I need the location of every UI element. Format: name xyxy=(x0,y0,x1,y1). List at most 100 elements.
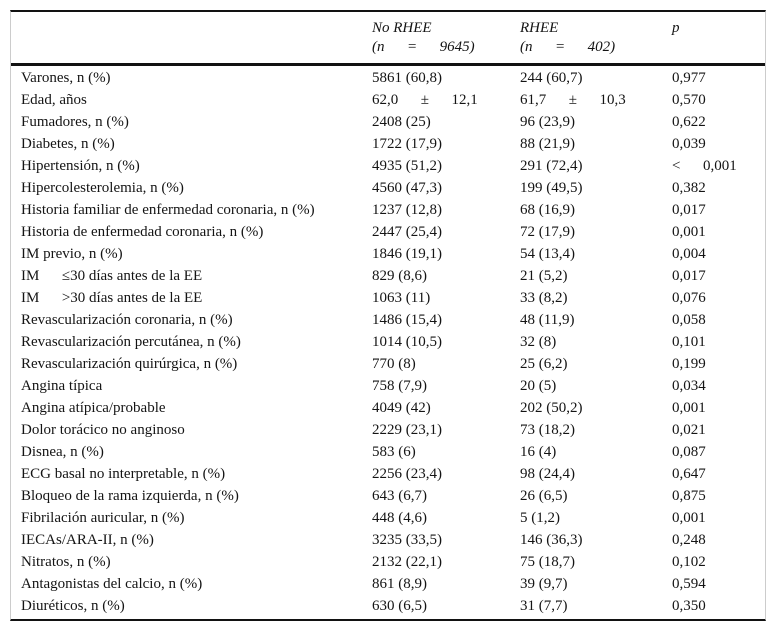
row-label: IECAs/ARA-II, n (%) xyxy=(21,532,154,548)
table-row: Revascularización quirúrgica, n (%) 770 (… xyxy=(11,353,765,375)
no-rhee-value: 4560 (47,3) xyxy=(372,180,442,196)
no-rhee-value: 861 (8,9) xyxy=(372,576,427,592)
rhee-value: 72 (17,9) xyxy=(520,224,575,240)
row-label: ECG basal no interpretable, n (%) xyxy=(21,466,226,482)
table-row: Angina típica 758 (7,9) 20 (5) 0,034 xyxy=(11,375,765,397)
table-row: Antagonistas del calcio, n (%) 861 (8,9) 3… xyxy=(11,573,765,595)
row-label: Hipertensión, n (%) xyxy=(21,158,140,174)
table-row: Edad, años 62,0 ± 12,1 61,7 ± 10,3 0,570 xyxy=(11,89,765,111)
table-row: Historia de enfermedad coronaria, n (%) 2… xyxy=(11,221,765,243)
no-rhee-value: 2132 (22,1) xyxy=(372,554,442,570)
p-value: 0,017 xyxy=(672,202,706,218)
rhee-value: 98 (24,4) xyxy=(520,466,575,482)
row-label: Bloqueo de la rama izquierda, n (%) xyxy=(21,488,239,504)
p-value: 0,021 xyxy=(672,422,706,438)
p-value: 0,039 xyxy=(672,136,706,152)
row-label: Revascularización quirúrgica, n (%) xyxy=(21,356,238,372)
p-value: 0,102 xyxy=(672,554,706,570)
p-value: 0,382 xyxy=(672,180,706,196)
table-row: IM >30 días antes de la EE 1063 (11) 33 (8… xyxy=(11,287,765,309)
table-row: Revascularización coronaria, n (%) 1486 (… xyxy=(11,309,765,331)
p-value: 0,017 xyxy=(672,268,706,284)
row-label: Hipercolesterolemia, n (%) xyxy=(21,180,184,196)
p-value: 0,350 xyxy=(672,598,706,614)
row-label: Revascularización percutánea, n (%) xyxy=(21,334,241,350)
table-row: Varones, n (%) 5861 (60,8) 244 (60,7) 0,977 xyxy=(11,67,765,89)
table-row: Hipercolesterolemia, n (%) 4560 (47,3) 199… xyxy=(11,177,765,199)
no-rhee-value: 643 (6,7) xyxy=(372,488,427,504)
rhee-value: 21 (5,2) xyxy=(520,268,568,284)
rhee-value: 75 (18,7) xyxy=(520,554,575,570)
p-value: < 0,001 xyxy=(672,158,737,174)
no-rhee-value: 829 (8,6) xyxy=(372,268,427,284)
rhee-value: 39 (9,7) xyxy=(520,576,568,592)
no-rhee-value: 2256 (23,4) xyxy=(372,466,442,482)
p-value: 0,001 xyxy=(672,224,706,240)
no-rhee-value: 1722 (17,9) xyxy=(372,136,442,152)
header-rhee: RHEE (n = 402) xyxy=(520,19,672,57)
table-header-row: No RHEE (n = 9645) RHEE (n = 402) p xyxy=(11,12,765,66)
no-rhee-value: 630 (6,5) xyxy=(372,598,427,614)
rhee-value: 96 (23,9) xyxy=(520,114,575,130)
table-row: IM previo, n (%) 1846 (19,1) 54 (13,4) 0,00… xyxy=(11,243,765,265)
rhee-value: 33 (8,2) xyxy=(520,290,568,306)
p-value: 0,248 xyxy=(672,532,706,548)
rhee-value: 20 (5) xyxy=(520,378,557,394)
rhee-value: 244 (60,7) xyxy=(520,70,583,86)
rhee-value: 32 (8) xyxy=(520,334,557,350)
header-p-label: p xyxy=(672,20,680,36)
row-label: Nitratos, n (%) xyxy=(21,554,111,570)
rhee-value: 291 (72,4) xyxy=(520,158,583,174)
p-value: 0,101 xyxy=(672,334,706,350)
baseline-characteristics-table: No RHEE (n = 9645) RHEE (n = 402) p Varo… xyxy=(10,10,766,621)
no-rhee-value: 448 (4,6) xyxy=(372,510,427,526)
row-label: IM previo, n (%) xyxy=(21,246,123,262)
p-value: 0,001 xyxy=(672,510,706,526)
row-label: Edad, años xyxy=(21,92,87,108)
no-rhee-value: 2447 (25,4) xyxy=(372,224,442,240)
no-rhee-value: 5861 (60,8) xyxy=(372,70,442,86)
table-row: Disnea, n (%) 583 (6) 16 (4) 0,087 xyxy=(11,441,765,463)
no-rhee-value: 2408 (25) xyxy=(372,114,431,130)
table-row: Historia familiar de enfermedad coronari… xyxy=(11,199,765,221)
table-row: ECG basal no interpretable, n (%) 2256 (2… xyxy=(11,463,765,485)
row-label: Historia de enfermedad coronaria, n (%) xyxy=(21,224,264,240)
header-no-rhee-title: No RHEE xyxy=(372,20,432,36)
no-rhee-value: 1014 (10,5) xyxy=(372,334,442,350)
rhee-value: 48 (11,9) xyxy=(520,312,575,328)
table-row: IECAs/ARA-II, n (%) 3235 (33,5) 146 (36,3)… xyxy=(11,529,765,551)
p-value: 0,622 xyxy=(672,114,706,130)
row-label: IM >30 días antes de la EE xyxy=(21,290,203,306)
table-body: Varones, n (%) 5861 (60,8) 244 (60,7) 0,977… xyxy=(11,66,765,619)
no-rhee-value: 4935 (51,2) xyxy=(372,158,442,174)
row-label: Revascularización coronaria, n (%) xyxy=(21,312,233,328)
no-rhee-value: 3235 (33,5) xyxy=(372,532,442,548)
header-no-rhee-n: (n = 9645) xyxy=(372,39,475,55)
row-label: Dolor torácico no anginoso xyxy=(21,422,185,438)
row-label: Diabetes, n (%) xyxy=(21,136,115,152)
header-no-rhee: No RHEE (n = 9645) xyxy=(372,19,520,57)
p-value: 0,087 xyxy=(672,444,706,460)
row-label: Angina atípica/probable xyxy=(21,400,166,416)
p-value: 0,875 xyxy=(672,488,706,504)
rhee-value: 146 (36,3) xyxy=(520,532,583,548)
row-label: Angina típica xyxy=(21,378,103,394)
rhee-value: 88 (21,9) xyxy=(520,136,575,152)
no-rhee-value: 758 (7,9) xyxy=(372,378,427,394)
p-value: 0,058 xyxy=(672,312,706,328)
row-label: Fibrilación auricular, n (%) xyxy=(21,510,185,526)
rhee-value: 202 (50,2) xyxy=(520,400,583,416)
table-row: Diuréticos, n (%) 630 (6,5) 31 (7,7) 0,350 xyxy=(11,595,765,617)
row-label: Varones, n (%) xyxy=(21,70,111,86)
rhee-value: 68 (16,9) xyxy=(520,202,575,218)
p-value: 0,076 xyxy=(672,290,706,306)
table-row: Diabetes, n (%) 1722 (17,9) 88 (21,9) 0,039 xyxy=(11,133,765,155)
table-row: Hipertensión, n (%) 4935 (51,2) 291 (72,4)… xyxy=(11,155,765,177)
header-rhee-n: (n = 402) xyxy=(520,39,616,55)
header-p: p xyxy=(672,19,765,57)
no-rhee-value: 2229 (23,1) xyxy=(372,422,442,438)
no-rhee-value: 1237 (12,8) xyxy=(372,202,442,218)
no-rhee-value: 1846 (19,1) xyxy=(372,246,442,262)
table-row: Nitratos, n (%) 2132 (22,1) 75 (18,7) 0,102 xyxy=(11,551,765,573)
